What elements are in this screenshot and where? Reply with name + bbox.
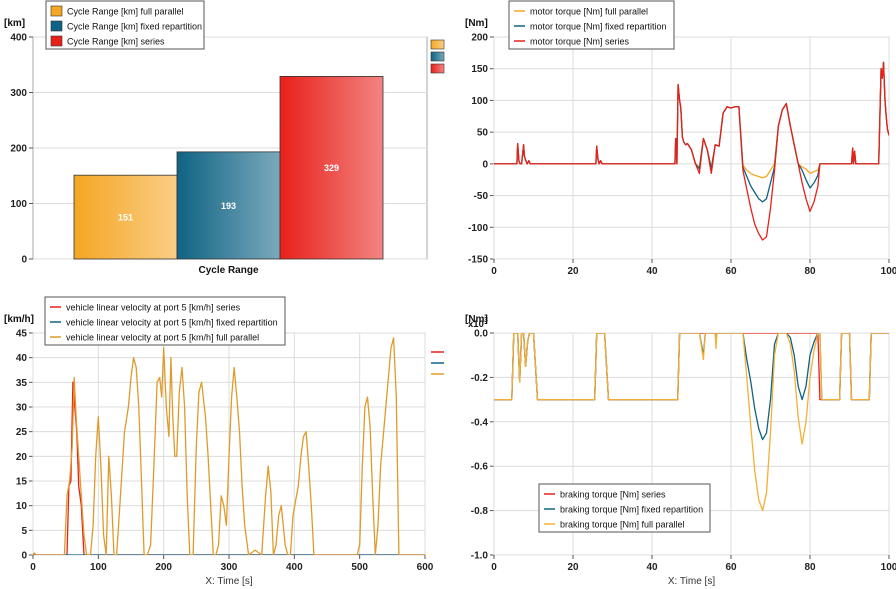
bar-value-label: 151: [118, 213, 133, 223]
y-tick-label: -1.0: [471, 551, 489, 562]
x-tick-label: 100: [90, 562, 107, 573]
x-tick-label: 100: [881, 562, 896, 573]
y-multiplier-label: x10: [468, 319, 484, 330]
legend-label: Cycle Range [km] series: [67, 37, 165, 47]
y-tick-label: 0.0: [474, 329, 488, 340]
x-tick-label: 0: [491, 266, 497, 277]
x-tick-label: 0: [491, 562, 497, 573]
x-tick-label: 80: [804, 562, 816, 573]
y-tick-label: 100: [10, 199, 27, 210]
legend-swatch: [50, 20, 63, 32]
y-unit-label: [km/h]: [4, 314, 34, 325]
legend-swatch: [50, 5, 63, 17]
plot-area: [493, 36, 890, 260]
bar-chart-cycle-range: 0 100 200 300 400 [km] 151 193 329 Cycle Range Cyc…: [4, 0, 445, 276]
series-line: [33, 337, 425, 555]
bar: [176, 151, 281, 260]
y-multiplier-exponent: 3: [484, 317, 488, 324]
line-chart-1: -150 -100 -50 0 50 100 150 200 0 20 40 60 80 100 [Nm] m…: [465, 0, 896, 277]
legend: vehicle linear velocity at port 5 [km/h]…: [44, 296, 286, 346]
x-axis-label: X: Time [s]: [668, 576, 715, 587]
y-tick-label: 300: [10, 88, 27, 99]
legend-label: motor torque [Nm] fixed repartition: [530, 22, 667, 32]
y-tick-label: 400: [10, 33, 27, 44]
side-legend-swatch: [430, 39, 445, 50]
x-tick-label: 20: [567, 562, 579, 573]
legend-swatch: [50, 35, 63, 47]
series-line: [494, 61, 889, 241]
legend-label: vehicle linear velocity at port 5 [km/h]…: [66, 303, 241, 313]
x-tick-label: 0: [30, 562, 36, 573]
x-axis-label: X: Time [s]: [205, 576, 252, 587]
legend-label: motor torque [Nm] series: [530, 37, 630, 47]
y-tick-label: 30: [16, 403, 28, 414]
bar: [73, 174, 178, 260]
legend-label: braking torque [Nm] series: [560, 490, 666, 500]
y-tick-label: -50: [474, 191, 489, 202]
y-unit-label: [Nm]: [465, 18, 488, 29]
y-tick-label: -0.8: [471, 506, 489, 517]
y-tick-label: 0: [21, 255, 27, 266]
y-tick-label: 45: [16, 329, 28, 340]
legend: motor torque [Nm] full parallel motor tor…: [508, 0, 675, 50]
y-unit-label: [km]: [4, 18, 25, 29]
legend-box: [538, 483, 711, 533]
side-legend-swatch: [430, 51, 445, 62]
legend-label: vehicle linear velocity at port 5 [km/h]…: [66, 318, 278, 328]
x-tick-label: 40: [646, 266, 658, 277]
x-tick-label: 300: [221, 562, 238, 573]
x-tick-label: 20: [567, 266, 579, 277]
bar-value-label: 329: [324, 163, 339, 173]
category-label: Cycle Range: [198, 265, 258, 276]
y-tick-label: 10: [16, 501, 28, 512]
x-tick-label: 500: [351, 562, 368, 573]
y-tick-label: 150: [471, 64, 488, 75]
legend-label: Cycle Range [km] full parallel: [67, 7, 184, 17]
legend-label: Cycle Range [km] fixed repartition: [67, 22, 202, 32]
x-tick-label: 100: [881, 266, 896, 277]
legend-box: [44, 296, 286, 346]
y-unit-label: [Nm]: [465, 314, 488, 325]
x-tick-label: 400: [286, 562, 303, 573]
y-tick-label: 50: [477, 128, 489, 139]
line-chart-3: -1.0 -0.8 -0.6 -0.4 -0.2 0.0 0 20 40 60 80 100 [Nm] X…: [465, 314, 896, 587]
y-tick-label: -0.6: [471, 462, 489, 473]
y-tick-label: 200: [10, 144, 27, 155]
legend-label: braking torque [Nm] fixed repartition: [560, 505, 703, 515]
y-tick-label: 25: [16, 427, 28, 438]
y-tick-label: -0.4: [471, 417, 489, 428]
y-tick-label: -100: [468, 223, 488, 234]
y-tick-label: 35: [16, 378, 28, 389]
legend-label: motor torque [Nm] full parallel: [530, 7, 648, 17]
x-tick-label: 200: [155, 562, 172, 573]
bar: [279, 76, 384, 260]
y-tick-label: -150: [468, 255, 488, 266]
y-tick-label: 200: [471, 33, 488, 44]
x-tick-label: 60: [725, 266, 737, 277]
y-tick-label: 40: [16, 353, 28, 364]
x-tick-label: 600: [417, 562, 434, 573]
y-tick-label: -0.2: [471, 373, 489, 384]
y-tick-label: 100: [471, 96, 488, 107]
legend: Cycle Range [km] full parallel Cycle Rang…: [45, 0, 205, 50]
y-tick-label: 15: [16, 477, 28, 488]
y-tick-label: 0: [482, 159, 488, 170]
y-tick-label: 5: [21, 526, 27, 537]
legend-box: [508, 0, 675, 50]
y-tick-label: 0: [21, 551, 27, 562]
legend: braking torque [Nm] series braking torque…: [538, 483, 711, 533]
bar-value-label: 193: [221, 201, 236, 211]
x-tick-label: 40: [646, 562, 658, 573]
y-tick-label: 20: [16, 452, 28, 463]
x-tick-label: 60: [725, 562, 737, 573]
line-chart-2: 0 5 10 15 20 25 30 35 40 45 0 100 200 300 400 500 600 [km…: [4, 296, 444, 587]
legend-label: braking torque [Nm] full parallel: [560, 520, 685, 530]
legend-box: [45, 0, 205, 50]
legend-label: vehicle linear velocity at port 5 [km/h]…: [66, 333, 259, 343]
x-tick-label: 80: [804, 266, 816, 277]
series-line: [494, 333, 889, 512]
side-legend-swatch: [430, 63, 445, 74]
